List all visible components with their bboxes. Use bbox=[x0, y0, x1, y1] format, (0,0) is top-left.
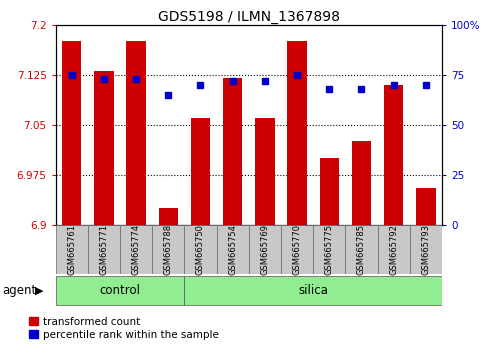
Text: GSM665770: GSM665770 bbox=[293, 224, 301, 275]
Bar bbox=[56, 225, 88, 274]
Bar bbox=[384, 85, 403, 225]
Text: GSM665792: GSM665792 bbox=[389, 224, 398, 275]
Text: GSM665761: GSM665761 bbox=[67, 224, 76, 275]
Bar bbox=[410, 225, 442, 274]
Bar bbox=[94, 72, 114, 225]
Text: GSM665785: GSM665785 bbox=[357, 224, 366, 275]
Bar bbox=[158, 208, 178, 225]
Bar bbox=[185, 276, 442, 304]
Bar bbox=[416, 188, 436, 225]
Bar bbox=[223, 78, 242, 225]
Title: GDS5198 / ILMN_1367898: GDS5198 / ILMN_1367898 bbox=[158, 10, 340, 24]
Bar bbox=[62, 41, 81, 225]
Bar bbox=[249, 225, 281, 274]
Bar bbox=[320, 158, 339, 225]
Text: GSM665788: GSM665788 bbox=[164, 224, 173, 275]
Legend: transformed count, percentile rank within the sample: transformed count, percentile rank withi… bbox=[29, 317, 219, 340]
Bar bbox=[120, 225, 152, 274]
Text: GSM665793: GSM665793 bbox=[421, 224, 430, 275]
Text: GSM665750: GSM665750 bbox=[196, 224, 205, 275]
Text: silica: silica bbox=[298, 284, 328, 297]
Bar bbox=[185, 225, 216, 274]
Text: GSM665754: GSM665754 bbox=[228, 224, 237, 275]
Text: GSM665769: GSM665769 bbox=[260, 224, 270, 275]
Text: GSM665774: GSM665774 bbox=[131, 224, 141, 275]
Bar bbox=[88, 225, 120, 274]
Bar bbox=[345, 225, 378, 274]
Bar bbox=[216, 225, 249, 274]
Bar bbox=[191, 118, 210, 225]
Bar bbox=[352, 142, 371, 225]
Text: GSM665775: GSM665775 bbox=[325, 224, 334, 275]
Bar bbox=[313, 225, 345, 274]
Text: ▶: ▶ bbox=[35, 286, 43, 296]
Bar bbox=[127, 41, 146, 225]
Bar bbox=[56, 276, 185, 304]
Text: control: control bbox=[99, 284, 141, 297]
Bar bbox=[281, 225, 313, 274]
Bar bbox=[287, 41, 307, 225]
Bar bbox=[255, 118, 274, 225]
Text: agent: agent bbox=[2, 285, 37, 297]
Bar bbox=[152, 225, 185, 274]
Text: GSM665771: GSM665771 bbox=[99, 224, 108, 275]
Bar bbox=[378, 225, 410, 274]
